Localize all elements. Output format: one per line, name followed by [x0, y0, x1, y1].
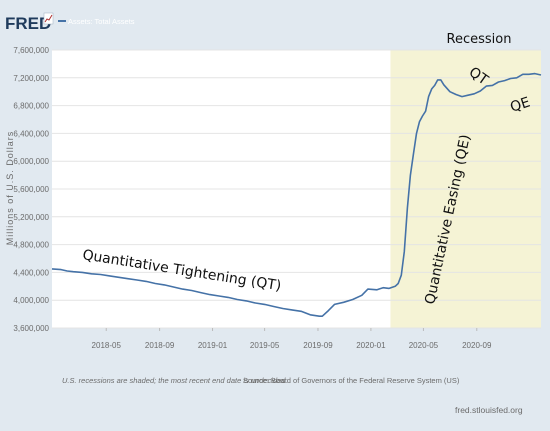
fred-url: fred.stlouisfed.org	[455, 405, 523, 415]
x-tick-label: 2018-09	[145, 341, 175, 350]
x-tick-label: 2019-09	[303, 341, 333, 350]
y-tick-label: 6,000,000	[13, 157, 49, 166]
source-note: Source: Board of Governors of the Federa…	[243, 376, 460, 385]
y-tick-label: 4,800,000	[13, 241, 49, 250]
x-tick-label: 2018-05	[92, 341, 122, 350]
y-tick-label: 6,800,000	[13, 102, 49, 111]
y-axis-label: Millions of U.S. Dollars	[5, 131, 15, 246]
y-tick-label: 4,000,000	[13, 296, 49, 305]
x-tick-label: 2019-05	[250, 341, 280, 350]
annotation-qe-small: QE	[508, 94, 532, 115]
footnote: U.S. recessions are shaded; the most rec…	[62, 376, 288, 385]
y-tick-label: 7,600,000	[13, 46, 49, 55]
series-line-total-assets	[51, 72, 542, 317]
fred-logo: FRED	[5, 14, 51, 33]
y-tick-label: 4,400,000	[13, 268, 49, 277]
y-tick-label: 5,200,000	[13, 213, 49, 222]
x-tick-label: 2020-09	[462, 341, 492, 350]
y-axis-ticks: 3,600,000 4,000,000 4,400,000 4,800,000 5,20…	[13, 46, 49, 333]
y-tick-label: 7,200,000	[13, 74, 49, 83]
y-tick-label: 3,600,000	[13, 324, 49, 333]
legend-label: Assets: Total Assets	[68, 17, 135, 26]
chart-line-icon	[43, 12, 54, 25]
y-tick-label: 5,600,000	[13, 185, 49, 194]
x-tick-label: 2020-05	[409, 341, 439, 350]
gridlines	[52, 49, 541, 331]
recession-label: Recession	[447, 32, 512, 47]
header: FRED Assets: Total Assets	[5, 12, 135, 33]
x-axis-ticks: 2018-05 2018-09 2019-01 2019-05 2019-09 2020-…	[92, 341, 492, 350]
x-tick-label: 2019-01	[198, 341, 228, 350]
y-tick-label: 6,400,000	[13, 129, 49, 138]
x-tick-label: 2020-01	[356, 341, 386, 350]
